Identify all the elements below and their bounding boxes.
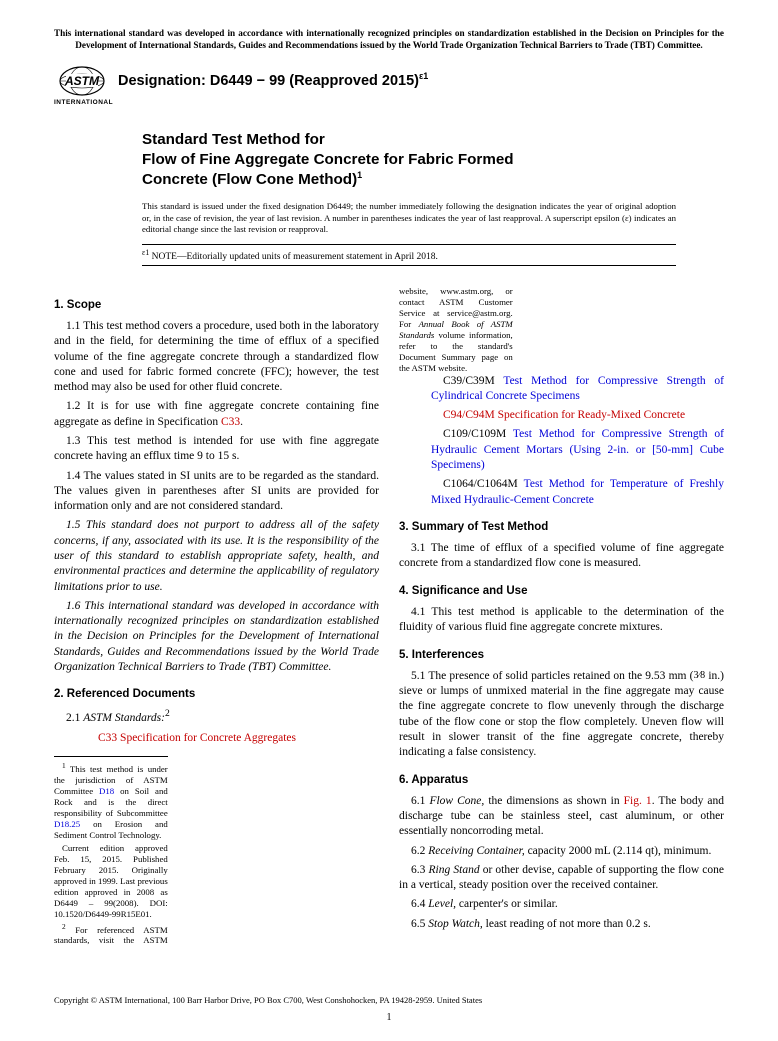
ref-item-0: C33 Specification for Concrete Aggregate… — [54, 731, 379, 746]
app-6-2-term: Receiving Container, — [428, 845, 524, 857]
title-line-1: Standard Test Method for — [142, 130, 724, 150]
editorial-note: ε1 NOTE—Editorially updated units of mea… — [142, 244, 676, 266]
ref-item-4: C1064/C1064M Test Method for Temperature… — [399, 477, 724, 508]
app-6-5-num: 6.5 — [411, 918, 428, 930]
note-label: NOTE— — [149, 252, 186, 262]
app-6-4-num: 6.4 — [411, 898, 428, 910]
copyright-line: Copyright © ASTM International, 100 Barr… — [54, 995, 482, 1005]
ref-item-3: C109/C109M Test Method for Compressive S… — [399, 427, 724, 473]
designation: Designation: D6449 − 99 (Reapproved 2015… — [118, 71, 428, 89]
app-6-4b: carpenter's or similar. — [456, 898, 558, 910]
footnote-1b: Current edition approved Feb. 15, 2015. … — [54, 843, 168, 920]
page-number: 1 — [0, 1012, 778, 1023]
scope-1-2b: . — [240, 416, 243, 428]
scope-1-2a: 1.2 It is for use with fine aggregate co… — [54, 400, 379, 427]
scope-1-1: 1.1 This test method covers a procedure,… — [54, 319, 379, 395]
scope-1-2: 1.2 It is for use with fine aggregate co… — [54, 399, 379, 430]
astm-logo-icon: ASTM — [58, 63, 106, 99]
link-c33-inline[interactable]: C33 — [221, 416, 240, 428]
refdocs-lead: 2.1 ASTM Standards:2 — [54, 708, 379, 726]
page: This international standard was develope… — [0, 0, 778, 1041]
apparatus-6-1: 6.1 Flow Cone, the dimensions as shown i… — [399, 794, 724, 840]
ref-code-1: C39/C39M — [443, 375, 495, 387]
astm-logo: ASTM INTERNATIONAL — [54, 63, 110, 106]
significance-4-1: 4.1 This test method is applicable to th… — [399, 605, 724, 636]
refdocs-lead-num: 2.1 — [66, 712, 83, 724]
ref-code-2[interactable]: C94/C94M — [443, 409, 495, 421]
ref-item-2: C94/C94M Specification for Ready-Mixed C… — [399, 408, 724, 423]
app-6-1-term: Flow Cone, — [429, 795, 484, 807]
scope-1-6: 1.6 This international standard was deve… — [54, 599, 379, 675]
scope-1-4: 1.4 The values stated in SI units are to… — [54, 469, 379, 515]
int-5-1b: in.) sieve or lumps of unmixed material … — [399, 670, 724, 758]
refdocs-lead-text: ASTM Standards: — [83, 712, 165, 724]
heading-apparatus: 6. Apparatus — [399, 773, 724, 788]
body-columns: 1. Scope 1.1 This test method covers a p… — [54, 286, 724, 947]
designation-code: D6449 − 99 (Reapproved 2015) — [210, 73, 419, 89]
logo-text: INTERNATIONAL — [54, 99, 110, 106]
apparatus-6-3: 6.3 Ring Stand or other devise, capable … — [399, 863, 724, 894]
ref-code-0[interactable]: C33 — [98, 732, 117, 744]
heading-interferences: 5. Interferences — [399, 648, 724, 663]
top-disclaimer: This international standard was develope… — [54, 28, 724, 51]
apparatus-6-5: 6.5 Stop Watch, least reading of not mor… — [399, 917, 724, 932]
link-d18-25[interactable]: D18.25 — [54, 819, 80, 829]
apparatus-6-4: 6.4 Level, carpenter's or similar. — [399, 897, 724, 912]
scope-1-5: 1.5 This standard does not purport to ad… — [54, 518, 379, 594]
ref-code-4: C1064/C1064M — [443, 478, 518, 490]
summary-3-1: 3.1 The time of efflux of a specified vo… — [399, 541, 724, 572]
title-block: Standard Test Method for Flow of Fine Ag… — [142, 130, 724, 189]
refdocs-lead-sup: 2 — [165, 708, 170, 719]
app-6-4-term: Level, — [428, 898, 456, 910]
heading-summary: 3. Summary of Test Method — [399, 520, 724, 535]
app-6-2-num: 6.2 — [411, 845, 428, 857]
ref-title-0[interactable]: Specification for Concrete Aggregates — [120, 732, 296, 744]
title-line-3-text: Concrete (Flow Cone Method) — [142, 171, 357, 188]
title-line-2: Flow of Fine Aggregate Concrete for Fabr… — [142, 150, 724, 170]
title-sup: 1 — [357, 170, 362, 180]
app-6-1-num: 6.1 — [411, 795, 429, 807]
app-6-3-term: Ring Stand — [429, 864, 480, 876]
ref-code-3: C109/C109M — [443, 428, 506, 440]
ref-item-1: C39/C39M Test Method for Compressive Str… — [399, 374, 724, 405]
scope-1-3: 1.3 This test method is intended for use… — [54, 434, 379, 465]
app-6-2b: capacity 2000 mL (2.114 qt), minimum. — [525, 845, 712, 857]
link-d18[interactable]: D18 — [99, 786, 114, 796]
heading-refdocs: 2. Referenced Documents — [54, 687, 379, 702]
designation-prefix: Designation: — [118, 73, 210, 89]
interferences-5-1: 5.1 The presence of solid particles reta… — [399, 669, 724, 761]
app-6-1b: the dimensions as shown in — [484, 795, 623, 807]
issuance-note: This standard is issued under the fixed … — [142, 201, 676, 235]
ref-title-2[interactable]: Specification for Ready-Mixed Concrete — [498, 409, 685, 421]
int-frac: 3⁄8 — [694, 670, 706, 681]
footnote-1: 1 This test method is under the jurisdic… — [54, 761, 168, 841]
heading-scope: 1. Scope — [54, 298, 379, 313]
designation-sup: ε1 — [419, 71, 428, 81]
int-5-1a: 5.1 The presence of solid particles reta… — [411, 670, 694, 682]
note-text: Editorially updated units of measurement… — [186, 252, 437, 262]
svg-text:ASTM: ASTM — [64, 74, 100, 88]
apparatus-6-2: 6.2 Receiving Container, capacity 2000 m… — [399, 844, 724, 859]
app-6-3-num: 6.3 — [411, 864, 429, 876]
header-row: ASTM INTERNATIONAL Designation: D6449 − … — [54, 65, 724, 106]
link-fig1[interactable]: Fig. 1 — [624, 795, 652, 807]
app-6-5b: least reading of not more than 0.2 s. — [483, 918, 651, 930]
heading-significance: 4. Significance and Use — [399, 584, 724, 599]
title-line-3: Concrete (Flow Cone Method)1 — [142, 170, 724, 190]
app-6-5-term: Stop Watch, — [428, 918, 483, 930]
